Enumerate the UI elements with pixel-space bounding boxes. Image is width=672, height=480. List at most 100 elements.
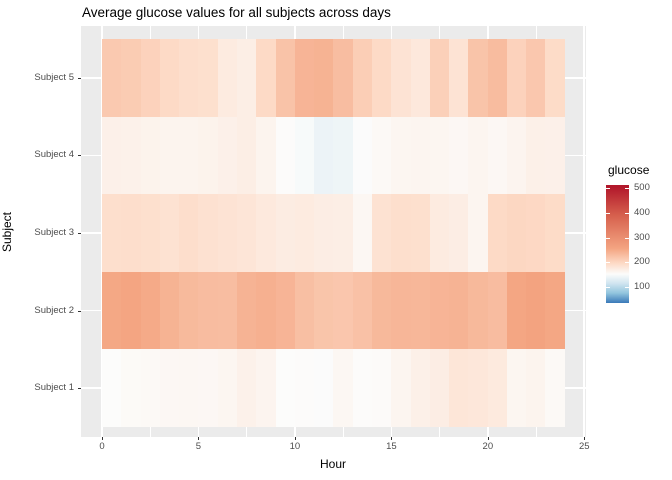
heatmap-tile (487, 349, 507, 427)
heatmap-tile (236, 349, 257, 427)
legend-tick-mark (606, 237, 610, 239)
heatmap-tile (410, 116, 430, 195)
legend-tick-mark (606, 188, 610, 190)
x-tick-label: 20 (482, 441, 494, 452)
heatmap-tile (275, 194, 295, 272)
heatmap-tile (236, 116, 257, 195)
heatmap-tile (449, 271, 469, 350)
heatmap-tile (526, 194, 546, 272)
heatmap-tile (102, 116, 122, 195)
heatmap-tile (391, 194, 411, 272)
legend-tick-mark (606, 262, 610, 264)
heatmap-tile (217, 349, 237, 427)
heatmap-tile (256, 271, 276, 350)
x-tick-label: 5 (195, 441, 202, 452)
heatmap-tile (429, 194, 450, 272)
heatmap-tile (506, 271, 527, 350)
heatmap-tile (333, 349, 353, 427)
heatmap-tile (333, 271, 353, 350)
heatmap-tile (121, 39, 141, 117)
heatmap-tile (410, 271, 430, 350)
heatmap-tile (102, 349, 122, 427)
legend-title: glucose (608, 163, 650, 177)
legend-tick-mark (625, 237, 629, 239)
heatmap-tile (429, 271, 450, 350)
heatmap-tile (410, 39, 430, 117)
heatmap-row (102, 39, 565, 117)
heatmap-tile (468, 116, 488, 195)
heatmap-tile (371, 39, 392, 117)
heatmap-tile (506, 194, 527, 272)
major-gridline-v (583, 26, 586, 437)
heatmap-tile (140, 194, 160, 272)
heatmap-tile (275, 39, 295, 117)
heatmap-tile (275, 349, 295, 427)
heatmap-tile (102, 194, 122, 272)
legend-tick-mark (625, 286, 629, 288)
heatmap-tile (487, 194, 507, 272)
heatmap-tile (391, 271, 411, 350)
heatmap-panel (81, 26, 586, 437)
x-axis-tick-mark (487, 437, 489, 440)
heatmap-tile (179, 116, 199, 195)
x-axis-tick-mark (391, 437, 393, 440)
heatmap-tile (449, 39, 469, 117)
heatmap-tile (545, 194, 565, 272)
heatmap-tile (236, 39, 257, 117)
heatmap-tile (429, 116, 450, 195)
heatmap-tile (506, 116, 527, 195)
heatmap-tile (526, 116, 546, 195)
y-tick-label: Subject 1 (34, 382, 74, 394)
heatmap-tile (487, 271, 507, 350)
heatmap-tile (371, 194, 392, 272)
heatmap-tile (371, 271, 392, 350)
heatmap-tile (217, 116, 237, 195)
heatmap-tile (391, 349, 411, 427)
heatmap-tile (333, 116, 353, 195)
heatmap-tile (487, 116, 507, 195)
heatmap-tile (294, 116, 315, 195)
heatmap-tile (468, 271, 488, 350)
heatmap-tile (140, 116, 160, 195)
x-axis-tick-mark (584, 437, 586, 440)
legend-tick-mark (606, 212, 610, 214)
heatmap-tile (102, 39, 122, 117)
heatmap-tile (179, 349, 199, 427)
legend: glucose 500 400 300 200 100 (597, 160, 672, 320)
heatmap-tile (121, 349, 141, 427)
heatmap-tile (140, 271, 160, 350)
x-axis-tick-mark (198, 437, 200, 440)
heatmap-tile (256, 39, 276, 117)
heatmap-tile (371, 349, 392, 427)
heatmap-tile (198, 349, 218, 427)
heatmap-tile (198, 271, 218, 350)
y-axis-tick-mark (78, 388, 81, 390)
heatmap-tile (121, 194, 141, 272)
x-tick-label: 25 (578, 441, 590, 452)
y-tick-label: Subject 3 (34, 227, 74, 238)
heatmap-tile (217, 271, 237, 350)
x-axis-tick-mark (102, 437, 103, 440)
heatmap-tile (275, 271, 295, 350)
x-tick-label: 10 (289, 441, 301, 452)
legend-tick-label: 400 (634, 206, 650, 218)
heatmap-tile (545, 271, 565, 350)
heatmap-row (102, 194, 565, 272)
heatmap-tile (179, 194, 199, 272)
legend-tick-mark (625, 212, 629, 214)
heatmap-tile (526, 39, 546, 117)
y-axis-label: Subject (0, 211, 14, 253)
heatmap-tile (159, 39, 180, 117)
heatmap-tile (468, 194, 488, 272)
heatmap-tile (391, 39, 411, 117)
heatmap-tile (179, 39, 199, 117)
heatmap-tile (449, 194, 469, 272)
heatmap-tile (314, 271, 334, 350)
heatmap-tile (179, 271, 199, 350)
heatmap-tile (159, 194, 180, 272)
heatmap-tile (294, 194, 315, 272)
heatmap-tile (410, 349, 430, 427)
heatmap-tile (198, 39, 218, 117)
heatmap-tile (236, 271, 257, 350)
